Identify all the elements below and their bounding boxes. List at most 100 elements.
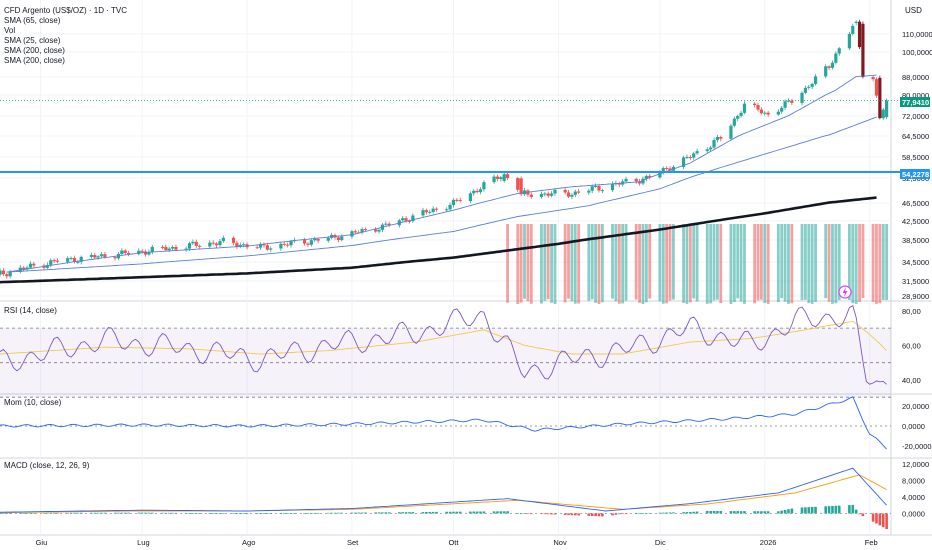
- candle-body[interactable]: [881, 109, 885, 119]
- candle-body[interactable]: [289, 241, 293, 246]
- candle-body[interactable]: [218, 241, 222, 246]
- candle-body[interactable]: [191, 241, 195, 244]
- candle-body[interactable]: [813, 76, 818, 84]
- candle-body[interactable]: [194, 241, 198, 246]
- candle-body[interactable]: [99, 254, 104, 257]
- candle-body[interactable]: [69, 257, 73, 259]
- candle-body[interactable]: [644, 175, 648, 179]
- candle-body[interactable]: [729, 125, 733, 139]
- candle-body[interactable]: [847, 33, 851, 49]
- candle-body[interactable]: [492, 176, 496, 183]
- candle-body[interactable]: [668, 168, 672, 171]
- candle-body[interactable]: [66, 258, 70, 262]
- candle-body[interactable]: [563, 189, 567, 193]
- candle-body[interactable]: [495, 176, 500, 180]
- candle-body[interactable]: [871, 77, 875, 80]
- candle-body[interactable]: [235, 242, 239, 247]
- candle-body[interactable]: [143, 251, 148, 255]
- candle-body[interactable]: [824, 66, 828, 77]
- candle-body[interactable]: [590, 186, 594, 191]
- candle-body[interactable]: [685, 157, 689, 159]
- candle-body[interactable]: [434, 208, 439, 210]
- candle-body[interactable]: [472, 190, 476, 194]
- candle-body[interactable]: [600, 190, 604, 192]
- candle-body[interactable]: [719, 136, 723, 139]
- candle-body[interactable]: [25, 267, 29, 270]
- candle-body[interactable]: [401, 218, 405, 221]
- candle-body[interactable]: [353, 231, 357, 233]
- candle-body[interactable]: [637, 181, 642, 184]
- candle-body[interactable]: [113, 257, 117, 259]
- candle-body[interactable]: [857, 21, 862, 48]
- candle-body[interactable]: [475, 190, 479, 193]
- candle-body[interactable]: [705, 149, 709, 152]
- candle-body[interactable]: [577, 191, 581, 193]
- candle-body[interactable]: [150, 246, 154, 253]
- candle-body[interactable]: [350, 231, 354, 237]
- candle-body[interactable]: [72, 257, 77, 262]
- candle-body[interactable]: [455, 199, 459, 201]
- candle-body[interactable]: [407, 220, 412, 222]
- candle-body[interactable]: [221, 237, 225, 242]
- candle-body[interactable]: [543, 193, 547, 195]
- candle-body[interactable]: [587, 190, 591, 193]
- candle-body[interactable]: [184, 248, 188, 250]
- candle-body[interactable]: [302, 239, 307, 244]
- candle-body[interactable]: [214, 243, 219, 246]
- candle-body[interactable]: [137, 250, 141, 255]
- candle-body[interactable]: [269, 248, 273, 250]
- candle-body[interactable]: [712, 140, 716, 148]
- candle-body[interactable]: [411, 215, 415, 222]
- candle-body[interactable]: [885, 100, 889, 118]
- candle-body[interactable]: [617, 183, 621, 185]
- price-scale-currency[interactable]: USD: [905, 6, 922, 15]
- candle-body[interactable]: [776, 111, 780, 115]
- candle-body[interactable]: [451, 199, 456, 205]
- candle-body[interactable]: [874, 79, 879, 96]
- candle-body[interactable]: [340, 236, 344, 241]
- candle-body[interactable]: [160, 246, 165, 248]
- candle-body[interactable]: [126, 252, 131, 255]
- candle-body[interactable]: [140, 250, 144, 252]
- candle-body[interactable]: [539, 193, 544, 197]
- candle-body[interactable]: [120, 250, 124, 254]
- candle-body[interactable]: [5, 274, 9, 277]
- candle-body[interactable]: [265, 245, 269, 250]
- candle-body[interactable]: [482, 182, 486, 190]
- candle-body[interactable]: [282, 243, 286, 245]
- candle-body[interactable]: [32, 263, 36, 266]
- candle-body[interactable]: [360, 229, 364, 233]
- candle-body[interactable]: [658, 172, 662, 178]
- candle-body[interactable]: [610, 183, 615, 191]
- candle-body[interactable]: [377, 229, 381, 232]
- candle-body[interactable]: [0, 270, 2, 275]
- candle-body[interactable]: [49, 260, 53, 265]
- candle-body[interactable]: [732, 118, 736, 126]
- candle-body[interactable]: [624, 178, 628, 182]
- candle-body[interactable]: [445, 209, 449, 211]
- candle-body[interactable]: [238, 244, 242, 247]
- candle-body[interactable]: [807, 86, 811, 88]
- candle-body[interactable]: [174, 246, 178, 250]
- candle-body[interactable]: [79, 256, 83, 262]
- candle-body[interactable]: [363, 229, 368, 231]
- candle-body[interactable]: [739, 112, 743, 116]
- candle-body[interactable]: [759, 109, 764, 114]
- candle-body[interactable]: [336, 237, 341, 241]
- candle-body[interactable]: [286, 244, 290, 246]
- candle-body[interactable]: [763, 112, 767, 114]
- candle-body[interactable]: [431, 208, 435, 212]
- candle-body[interactable]: [553, 189, 557, 194]
- candle-body[interactable]: [766, 112, 770, 115]
- candle-body[interactable]: [313, 238, 317, 241]
- candle-body[interactable]: [756, 105, 760, 110]
- candle-body[interactable]: [123, 250, 127, 253]
- candle-body[interactable]: [231, 237, 236, 243]
- candle-body[interactable]: [506, 174, 510, 179]
- candle-body[interactable]: [573, 191, 577, 195]
- candle-body[interactable]: [89, 254, 93, 257]
- candle-body[interactable]: [96, 256, 100, 258]
- candle-body[interactable]: [810, 83, 814, 87]
- candle-body[interactable]: [736, 115, 740, 119]
